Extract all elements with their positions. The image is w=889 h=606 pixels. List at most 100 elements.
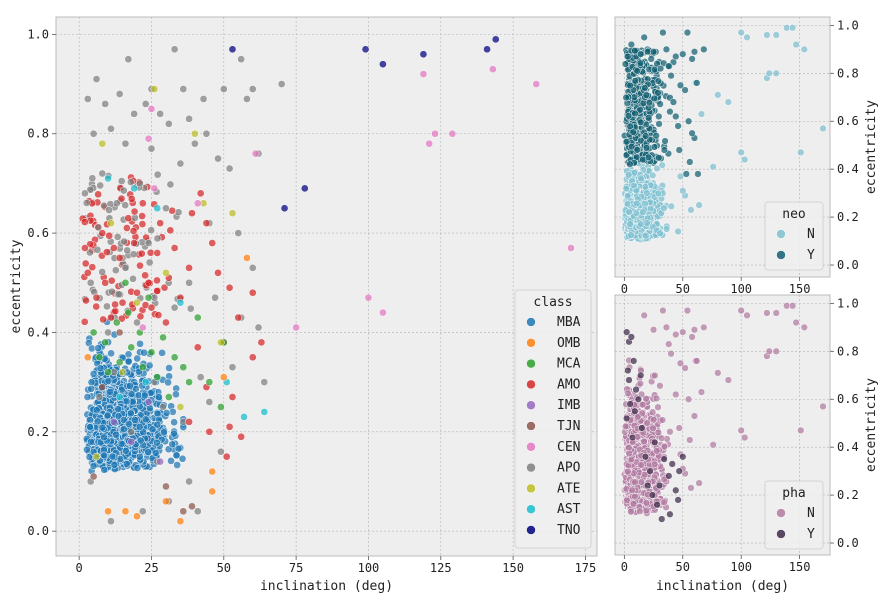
point-AMO — [156, 219, 164, 228]
x-tick-label: 0 — [621, 282, 628, 296]
point-MBA — [98, 423, 107, 432]
point-N — [628, 486, 636, 494]
point-background-class — [153, 170, 162, 179]
point-Y — [637, 118, 645, 126]
point-APO — [277, 80, 286, 88]
point-background-class — [111, 307, 120, 315]
point-TNO — [491, 35, 500, 44]
point-Y — [628, 433, 637, 442]
point-N — [687, 206, 695, 214]
point-Y — [629, 128, 637, 136]
point-background-class — [103, 302, 111, 311]
point-Y — [625, 376, 633, 384]
legend-label-TNO: TNO — [557, 523, 581, 538]
point-AMO — [147, 303, 156, 312]
point-AST — [240, 413, 248, 421]
point-Y — [641, 84, 649, 92]
point-APO — [147, 144, 156, 153]
y-tick-label: 0.8 — [27, 127, 49, 141]
point-Y — [644, 153, 653, 161]
point-Y — [624, 112, 633, 120]
point-Y — [627, 333, 636, 341]
point-N — [709, 163, 717, 171]
point-MBA — [172, 451, 181, 460]
point-APO — [243, 95, 251, 103]
point-ATE — [217, 338, 225, 347]
point-N — [632, 209, 641, 217]
point-Y — [682, 170, 690, 178]
point-MBA — [107, 349, 115, 358]
point-N — [625, 208, 633, 216]
point-Y — [631, 77, 639, 85]
point-Y — [656, 100, 664, 108]
point-background-class — [113, 233, 122, 241]
point-MBA — [93, 417, 102, 426]
y-tick-label: 0.8 — [837, 66, 859, 80]
point-N — [662, 323, 671, 332]
point-N — [686, 436, 694, 444]
point-background-class — [153, 287, 161, 295]
point-IMB — [127, 437, 136, 446]
point-Y — [668, 460, 676, 468]
point-MBA — [124, 357, 133, 366]
point-APO — [130, 110, 138, 118]
point-Y — [681, 86, 689, 94]
point-MBA — [141, 391, 149, 400]
point-Y — [647, 55, 655, 63]
x-tick-label: 175 — [575, 561, 597, 575]
point-MBA — [117, 439, 126, 448]
point-MBA — [133, 464, 142, 472]
legend-label-AST: AST — [557, 502, 581, 517]
point-MCA — [153, 373, 162, 382]
point-N — [642, 232, 650, 240]
point-background-class — [96, 181, 105, 190]
point-Y — [624, 52, 632, 61]
point-MCA — [205, 378, 214, 386]
point-AMO — [170, 244, 179, 252]
point-background-class — [108, 287, 116, 296]
point-ATE — [228, 209, 237, 218]
point-APO — [179, 85, 188, 93]
point-AMO — [214, 268, 222, 277]
point-Y — [660, 455, 668, 463]
y-axis-label: eccentricity — [864, 378, 879, 472]
point-Y — [665, 472, 673, 480]
point-background-class — [147, 226, 156, 234]
point-N — [637, 220, 645, 228]
point-AMO — [208, 239, 217, 247]
point-AST — [130, 184, 138, 193]
point-APO — [234, 229, 243, 237]
point-CEN — [419, 70, 428, 78]
point-N — [654, 189, 663, 198]
point-MBA — [89, 370, 98, 378]
point-N — [652, 394, 661, 403]
point-AMO — [101, 278, 110, 287]
point-Y — [648, 491, 657, 499]
point-N — [654, 403, 662, 411]
point-N — [653, 447, 661, 455]
point-MBA — [153, 438, 161, 447]
point-OMB — [176, 517, 185, 526]
point-APO — [191, 139, 199, 148]
point-N — [743, 311, 751, 320]
legend-marker-N — [776, 508, 786, 518]
point-N — [637, 461, 645, 469]
point-N — [649, 424, 657, 432]
legend-box — [514, 289, 592, 549]
legend-marker-AST — [526, 504, 536, 514]
point-background-class — [82, 296, 90, 305]
point-IMB — [110, 418, 118, 426]
point-Y — [660, 146, 669, 154]
legend-title: pha — [782, 486, 805, 501]
x-tick-label: 125 — [430, 561, 452, 575]
point-AMO — [81, 244, 89, 252]
point-ATE — [176, 403, 185, 411]
point-OMB — [83, 353, 92, 362]
point-Y — [653, 501, 661, 509]
point-MBA — [83, 393, 92, 401]
point-N — [743, 33, 751, 42]
point-N — [672, 390, 680, 399]
point-Y — [675, 146, 683, 154]
point-AMO — [118, 298, 127, 307]
